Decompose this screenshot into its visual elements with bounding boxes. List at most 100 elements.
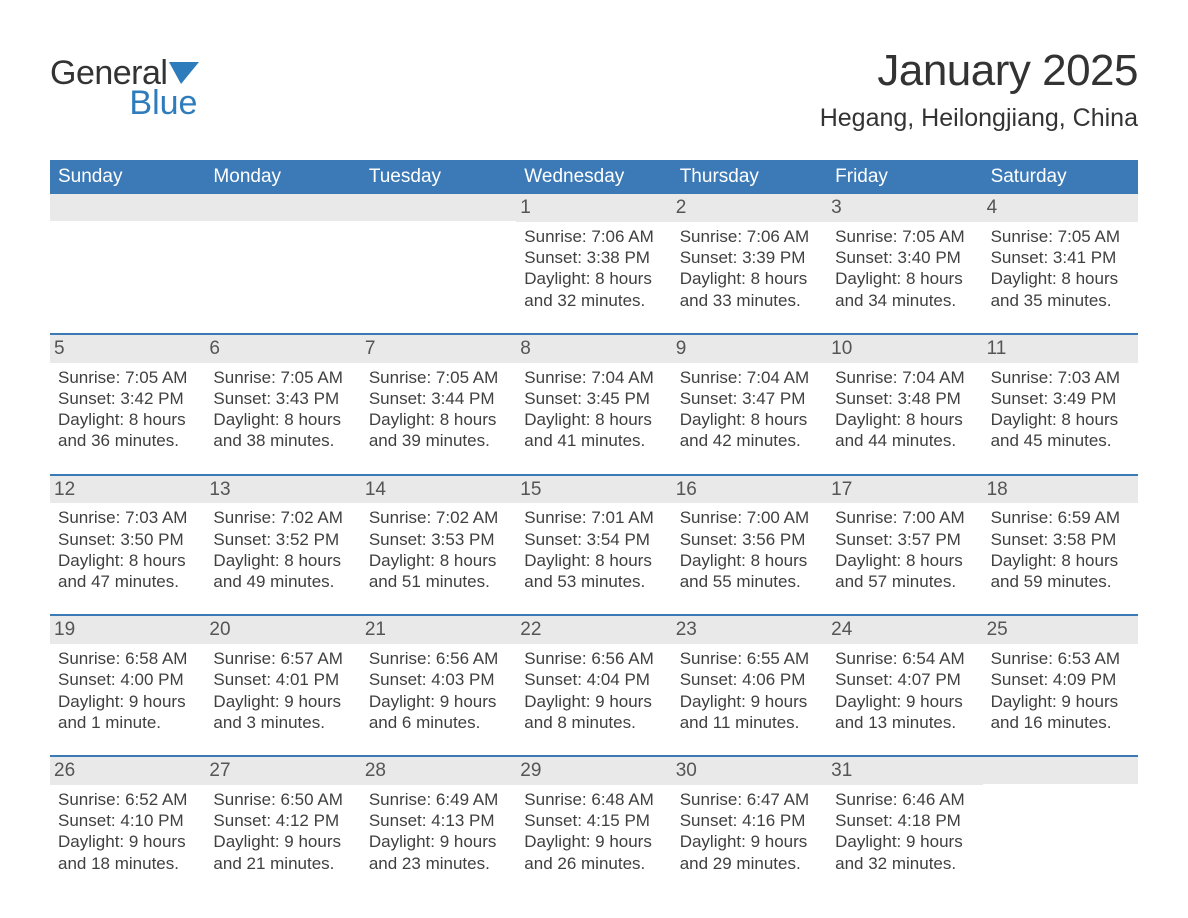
day-number: 17 xyxy=(827,476,982,504)
sunset-line: Sunset: 4:09 PM xyxy=(991,669,1130,690)
sunrise-line: Sunrise: 6:56 AM xyxy=(524,648,663,669)
sunrise-line: Sunrise: 6:46 AM xyxy=(835,789,974,810)
sunrise-line: Sunrise: 7:00 AM xyxy=(680,507,819,528)
sunrise-line: Sunrise: 7:06 AM xyxy=(680,226,819,247)
day-number: 24 xyxy=(827,616,982,644)
day-cell: 19Sunrise: 6:58 AMSunset: 4:00 PMDayligh… xyxy=(50,616,205,749)
daylight-line: Daylight: 8 hours and 36 minutes. xyxy=(58,409,197,452)
sunset-line: Sunset: 4:13 PM xyxy=(369,810,508,831)
sunset-line: Sunset: 4:15 PM xyxy=(524,810,663,831)
week-row: 12Sunrise: 7:03 AMSunset: 3:50 PMDayligh… xyxy=(50,474,1138,609)
day-cell: 5Sunrise: 7:05 AMSunset: 3:42 PMDaylight… xyxy=(50,335,205,468)
day-cell: 14Sunrise: 7:02 AMSunset: 3:53 PMDayligh… xyxy=(361,476,516,609)
sunset-line: Sunset: 3:53 PM xyxy=(369,529,508,550)
title-block: January 2025 Hegang, Heilongjiang, China xyxy=(820,46,1138,133)
sunrise-line: Sunrise: 7:03 AM xyxy=(58,507,197,528)
sunset-line: Sunset: 3:48 PM xyxy=(835,388,974,409)
day-number xyxy=(50,194,205,221)
sunset-line: Sunset: 4:04 PM xyxy=(524,669,663,690)
day-number: 22 xyxy=(516,616,671,644)
sunrise-line: Sunrise: 6:52 AM xyxy=(58,789,197,810)
day-cell: 22 Sunrise: 6:56 AMSunset: 4:04 PMDayligh… xyxy=(516,616,671,749)
month-title: January 2025 xyxy=(820,46,1138,96)
day-cell: 30Sunrise: 6:47 AMSunset: 4:16 PMDayligh… xyxy=(672,757,827,890)
sunset-line: Sunset: 4:12 PM xyxy=(213,810,352,831)
daylight-line: Daylight: 8 hours and 57 minutes. xyxy=(835,550,974,593)
day-header-row: Sunday Monday Tuesday Wednesday Thursday… xyxy=(50,160,1138,194)
day-number: 13 xyxy=(205,476,360,504)
day-cell: 11Sunrise: 7:03 AMSunset: 3:49 PMDayligh… xyxy=(983,335,1138,468)
sunset-line: Sunset: 4:01 PM xyxy=(213,669,352,690)
daylight-line: Daylight: 8 hours and 35 minutes. xyxy=(991,268,1130,311)
daylight-line: Daylight: 8 hours and 55 minutes. xyxy=(680,550,819,593)
daylight-line: Daylight: 8 hours and 51 minutes. xyxy=(369,550,508,593)
daylight-line: Daylight: 9 hours and 23 minutes. xyxy=(369,831,508,874)
day-number: 9 xyxy=(672,335,827,363)
sunrise-line: Sunrise: 6:54 AM xyxy=(835,648,974,669)
day-number: 20 xyxy=(205,616,360,644)
day-cell: 28Sunrise: 6:49 AMSunset: 4:13 PMDayligh… xyxy=(361,757,516,890)
day-cell-blank xyxy=(50,194,205,327)
day-number: 31 xyxy=(827,757,982,785)
day-number xyxy=(205,194,360,221)
day-cell-blank xyxy=(361,194,516,327)
logo: General Blue xyxy=(50,56,199,123)
sunset-line: Sunset: 3:44 PM xyxy=(369,388,508,409)
sunset-line: Sunset: 3:43 PM xyxy=(213,388,352,409)
day-cell: 25Sunrise: 6:53 AMSunset: 4:09 PMDayligh… xyxy=(983,616,1138,749)
sunrise-line: Sunrise: 7:00 AM xyxy=(835,507,974,528)
day-number: 18 xyxy=(983,476,1138,504)
day-number: 15 xyxy=(516,476,671,504)
sunset-line: Sunset: 3:40 PM xyxy=(835,247,974,268)
daylight-line: Daylight: 9 hours and 8 minutes. xyxy=(524,691,663,734)
day-cell-blank xyxy=(983,757,1138,890)
sunrise-line: Sunrise: 6:56 AM xyxy=(369,648,508,669)
sunset-line: Sunset: 3:54 PM xyxy=(524,529,663,550)
day-cell: 12Sunrise: 7:03 AMSunset: 3:50 PMDayligh… xyxy=(50,476,205,609)
sunrise-line: Sunrise: 6:58 AM xyxy=(58,648,197,669)
day-number: 12 xyxy=(50,476,205,504)
sunset-line: Sunset: 3:39 PM xyxy=(680,247,819,268)
sunrise-line: Sunrise: 6:50 AM xyxy=(213,789,352,810)
sunset-line: Sunset: 4:18 PM xyxy=(835,810,974,831)
sunrise-line: Sunrise: 6:53 AM xyxy=(991,648,1130,669)
sunset-line: Sunset: 3:57 PM xyxy=(835,529,974,550)
sunrise-line: Sunrise: 6:47 AM xyxy=(680,789,819,810)
daylight-line: Daylight: 9 hours and 16 minutes. xyxy=(991,691,1130,734)
day-cell: 13Sunrise: 7:02 AMSunset: 3:52 PMDayligh… xyxy=(205,476,360,609)
daylight-line: Daylight: 8 hours and 32 minutes. xyxy=(524,268,663,311)
daylight-line: Daylight: 8 hours and 59 minutes. xyxy=(991,550,1130,593)
day-cell: 16Sunrise: 7:00 AMSunset: 3:56 PMDayligh… xyxy=(672,476,827,609)
day-number: 30 xyxy=(672,757,827,785)
day-number: 14 xyxy=(361,476,516,504)
day-number: 27 xyxy=(205,757,360,785)
sunrise-line: Sunrise: 7:05 AM xyxy=(835,226,974,247)
daylight-line: Daylight: 8 hours and 53 minutes. xyxy=(524,550,663,593)
day-cell: 4Sunrise: 7:05 AMSunset: 3:41 PMDaylight… xyxy=(983,194,1138,327)
day-number: 16 xyxy=(672,476,827,504)
day-cell: 20Sunrise: 6:57 AMSunset: 4:01 PMDayligh… xyxy=(205,616,360,749)
daylight-line: Daylight: 8 hours and 45 minutes. xyxy=(991,409,1130,452)
sunrise-line: Sunrise: 6:57 AM xyxy=(213,648,352,669)
daylight-line: Daylight: 9 hours and 29 minutes. xyxy=(680,831,819,874)
logo-text-blue: Blue xyxy=(129,84,197,123)
sunrise-line: Sunrise: 6:59 AM xyxy=(991,507,1130,528)
daylight-line: Daylight: 8 hours and 41 minutes. xyxy=(524,409,663,452)
day-header: Monday xyxy=(205,160,360,194)
daylight-line: Daylight: 8 hours and 33 minutes. xyxy=(680,268,819,311)
day-cell: 17 Sunrise: 7:00 AMSunset: 3:57 PMDayligh… xyxy=(827,476,982,609)
daylight-line: Daylight: 8 hours and 34 minutes. xyxy=(835,268,974,311)
daylight-line: Daylight: 9 hours and 13 minutes. xyxy=(835,691,974,734)
sunrise-line: Sunrise: 7:05 AM xyxy=(58,367,197,388)
day-number: 21 xyxy=(361,616,516,644)
day-cell: 8Sunrise: 7:04 AMSunset: 3:45 PMDaylight… xyxy=(516,335,671,468)
daylight-line: Daylight: 8 hours and 44 minutes. xyxy=(835,409,974,452)
day-number: 23 xyxy=(672,616,827,644)
sunrise-line: Sunrise: 7:05 AM xyxy=(213,367,352,388)
daylight-line: Daylight: 9 hours and 32 minutes. xyxy=(835,831,974,874)
sunset-line: Sunset: 3:47 PM xyxy=(680,388,819,409)
day-number: 4 xyxy=(983,194,1138,222)
day-cell: 29Sunrise: 6:48 AMSunset: 4:15 PMDayligh… xyxy=(516,757,671,890)
day-cell: 15Sunrise: 7:01 AMSunset: 3:54 PMDayligh… xyxy=(516,476,671,609)
daylight-line: Daylight: 8 hours and 42 minutes. xyxy=(680,409,819,452)
